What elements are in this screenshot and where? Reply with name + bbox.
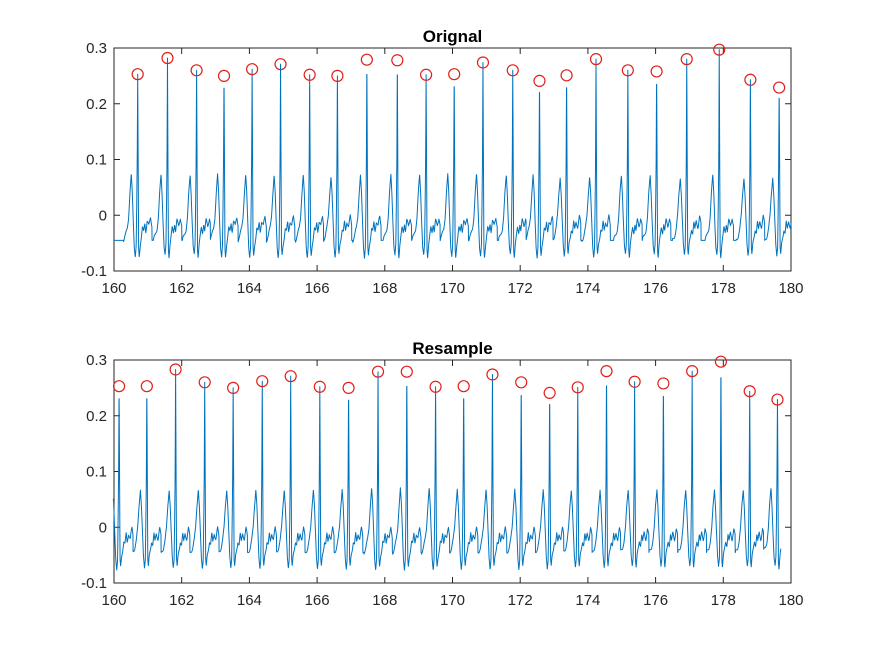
ecg-signal-line bbox=[112, 49, 792, 259]
peak-marker bbox=[419, 68, 433, 81]
peak-marker bbox=[161, 51, 174, 65]
peak-marker bbox=[448, 68, 461, 81]
y-tick-label: 0.2 bbox=[86, 408, 107, 425]
subplot-title: Resample bbox=[412, 339, 492, 358]
peak-marker bbox=[303, 68, 316, 81]
peak-marker bbox=[650, 65, 663, 78]
peak-marker bbox=[713, 43, 726, 56]
peak-marker bbox=[543, 386, 556, 399]
peak-markers bbox=[131, 43, 786, 94]
x-tick-label: 180 bbox=[778, 280, 803, 297]
peak-marker bbox=[169, 363, 182, 376]
x-tick-label: 170 bbox=[440, 592, 465, 609]
x-tick-label: 172 bbox=[508, 280, 533, 297]
peak-marker bbox=[246, 63, 259, 76]
peak-marker bbox=[457, 380, 470, 393]
y-tick-label: -0.1 bbox=[81, 575, 107, 592]
x-tick-label: 176 bbox=[643, 280, 668, 297]
peak-marker bbox=[771, 393, 784, 406]
peak-marker bbox=[657, 377, 670, 390]
peak-marker bbox=[274, 58, 287, 71]
y-tick-label: 0.2 bbox=[86, 96, 107, 113]
subplot-orignal: Orignal 160 162 164 166 168 170 172 174 176 178 18… bbox=[81, 27, 803, 297]
peak-marker bbox=[140, 380, 153, 393]
peak-markers bbox=[112, 355, 784, 406]
peak-marker bbox=[476, 56, 490, 69]
x-tick-label: 166 bbox=[305, 280, 330, 297]
ticks: 160 162 164 166 168 170 172 174 176 178 180 -0.1 0 0.… bbox=[81, 40, 803, 297]
peak-marker bbox=[429, 380, 442, 393]
peak-marker bbox=[533, 74, 546, 87]
y-tick-label: 0 bbox=[99, 519, 107, 536]
peak-marker bbox=[486, 368, 499, 381]
peak-marker bbox=[571, 381, 584, 394]
peak-marker bbox=[506, 64, 519, 77]
peak-marker bbox=[686, 365, 699, 378]
y-tick-label: 0.1 bbox=[86, 152, 107, 169]
y-tick-label: 0.1 bbox=[86, 464, 107, 481]
x-tick-label: 162 bbox=[169, 592, 194, 609]
y-tick-label: 0.3 bbox=[86, 40, 107, 57]
ecg-signal-line bbox=[112, 368, 782, 571]
peak-marker bbox=[190, 64, 203, 77]
x-tick-label: 180 bbox=[778, 592, 803, 609]
ticks: 160 162 164 166 168 170 172 174 176 178 180 -0.1 0 0.… bbox=[81, 352, 803, 609]
peak-marker bbox=[313, 380, 326, 393]
peak-marker bbox=[131, 68, 144, 81]
peak-marker bbox=[628, 375, 641, 388]
peak-marker bbox=[515, 376, 528, 389]
x-tick-label: 166 bbox=[305, 592, 330, 609]
peak-marker bbox=[743, 385, 756, 398]
x-tick-label: 174 bbox=[575, 592, 600, 609]
peak-marker bbox=[773, 81, 786, 94]
y-tick-label: -0.1 bbox=[81, 263, 107, 280]
subplot-title: Orignal bbox=[423, 27, 483, 46]
x-tick-label: 162 bbox=[169, 280, 194, 297]
x-tick-label: 170 bbox=[440, 280, 465, 297]
x-tick-label: 168 bbox=[372, 592, 397, 609]
peak-marker bbox=[360, 53, 373, 66]
y-tick-label: 0.3 bbox=[86, 352, 107, 369]
peak-marker bbox=[714, 355, 728, 368]
y-tick-label: 0 bbox=[99, 207, 107, 224]
peak-marker bbox=[560, 69, 573, 82]
x-tick-label: 164 bbox=[237, 592, 262, 609]
peak-marker bbox=[331, 69, 344, 82]
peak-marker bbox=[112, 380, 126, 393]
x-tick-label: 176 bbox=[643, 592, 668, 609]
peak-marker bbox=[371, 365, 385, 378]
x-tick-label: 168 bbox=[372, 280, 397, 297]
peak-marker bbox=[744, 73, 757, 86]
x-tick-label: 172 bbox=[508, 592, 533, 609]
peak-marker bbox=[621, 64, 634, 77]
peak-marker bbox=[589, 53, 603, 66]
peak-marker bbox=[600, 365, 613, 378]
peak-marker bbox=[198, 376, 211, 389]
peak-marker bbox=[217, 69, 231, 82]
peak-marker bbox=[342, 381, 355, 394]
x-tick-label: 160 bbox=[101, 592, 126, 609]
x-tick-label: 174 bbox=[575, 280, 600, 297]
axes-box bbox=[113, 359, 792, 584]
x-tick-label: 160 bbox=[101, 280, 126, 297]
x-tick-label: 164 bbox=[237, 280, 262, 297]
peak-marker bbox=[391, 54, 404, 67]
peak-marker bbox=[256, 375, 269, 388]
peak-marker bbox=[227, 381, 240, 394]
subplot-resample: Resample 160 162 164 166 168 170 172 174 176 178 1… bbox=[81, 339, 803, 609]
peak-marker bbox=[680, 53, 693, 66]
x-tick-label: 178 bbox=[711, 592, 736, 609]
x-tick-label: 178 bbox=[711, 280, 736, 297]
peak-marker bbox=[284, 370, 297, 383]
peak-marker bbox=[400, 365, 413, 378]
